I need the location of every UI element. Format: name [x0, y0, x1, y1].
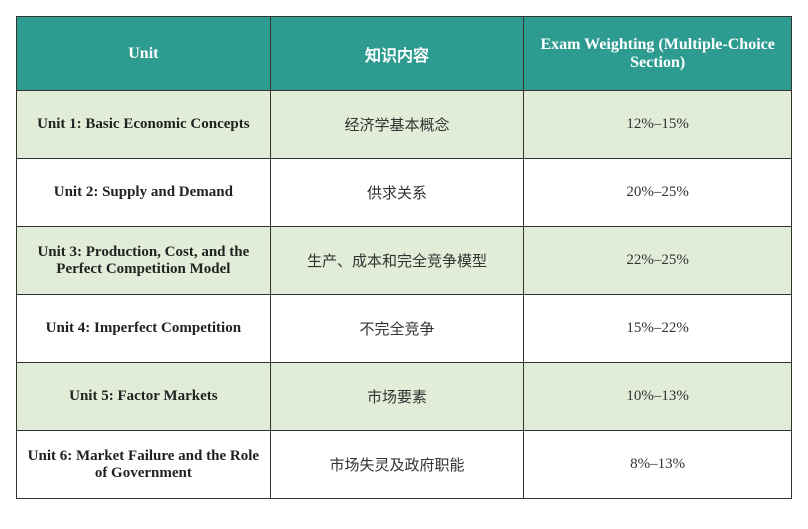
content-cell: 不完全竞争	[270, 295, 524, 363]
unit-cell: Unit 5: Factor Markets	[17, 363, 271, 431]
table-row: Unit 3: Production, Cost, and the Perfec…	[17, 227, 792, 295]
table-row: Unit 1: Basic Economic Concepts 经济学基本概念 …	[17, 91, 792, 159]
weight-cell: 12%–15%	[524, 91, 792, 159]
weight-cell: 20%–25%	[524, 159, 792, 227]
unit-cell: Unit 4: Imperfect Competition	[17, 295, 271, 363]
weight-cell: 8%–13%	[524, 431, 792, 499]
table-row: Unit 5: Factor Markets 市场要素 10%–13%	[17, 363, 792, 431]
content-cell: 供求关系	[270, 159, 524, 227]
content-cell: 生产、成本和完全竞争模型	[270, 227, 524, 295]
table-row: Unit 4: Imperfect Competition 不完全竞争 15%–…	[17, 295, 792, 363]
content-cell: 市场失灵及政府职能	[270, 431, 524, 499]
content-cell: 经济学基本概念	[270, 91, 524, 159]
unit-cell: Unit 6: Market Failure and the Role of G…	[17, 431, 271, 499]
table-row: Unit 2: Supply and Demand 供求关系 20%–25%	[17, 159, 792, 227]
unit-cell: Unit 2: Supply and Demand	[17, 159, 271, 227]
unit-cell: Unit 1: Basic Economic Concepts	[17, 91, 271, 159]
header-unit: Unit	[17, 17, 271, 91]
header-content: 知识内容	[270, 17, 524, 91]
content-cell: 市场要素	[270, 363, 524, 431]
weight-cell: 15%–22%	[524, 295, 792, 363]
table-row: Unit 6: Market Failure and the Role of G…	[17, 431, 792, 499]
units-table: Unit 知识内容 Exam Weighting (Multiple-Choic…	[16, 16, 792, 499]
unit-cell: Unit 3: Production, Cost, and the Perfec…	[17, 227, 271, 295]
weight-cell: 22%–25%	[524, 227, 792, 295]
weight-cell: 10%–13%	[524, 363, 792, 431]
header-row: Unit 知识内容 Exam Weighting (Multiple-Choic…	[17, 17, 792, 91]
header-weight: Exam Weighting (Multiple-Choice Section)	[524, 17, 792, 91]
